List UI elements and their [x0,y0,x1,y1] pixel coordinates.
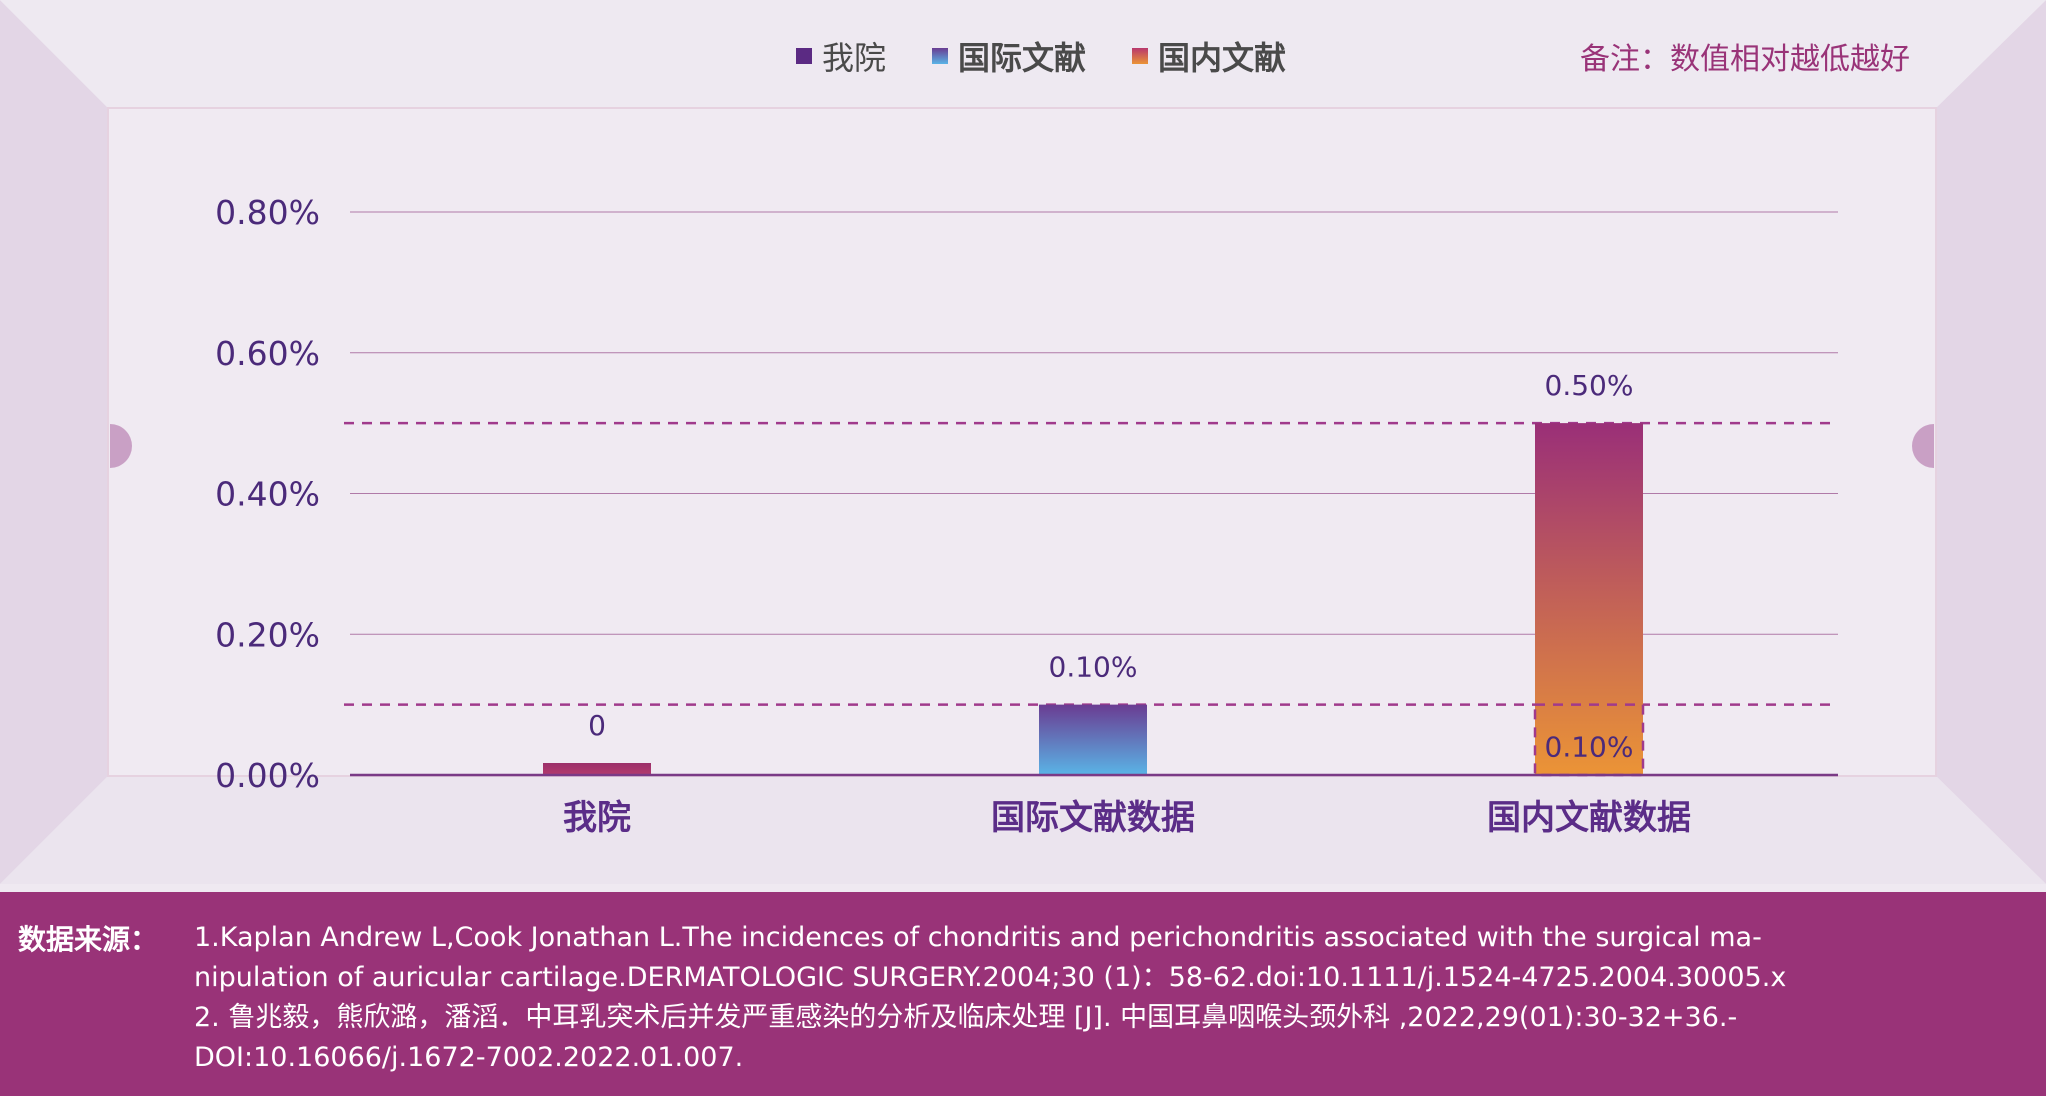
back-wall [107,107,1937,777]
reference-line: DOI:10.16066/j.1672-7002.2022.01.007. [194,1042,744,1073]
legend-swatch-domestic [1132,48,1149,64]
reference-line: nipulation of auricular cartilage.DERMAT… [194,962,1787,993]
bar-2 [1535,423,1643,775]
legend-item-ours: 我院 [796,33,886,79]
x-axis: 我院 国际文献数据 国内文献数据 [563,798,1691,838]
reference-box [1533,703,1645,777]
x-tick-label: 国内文献数据 [1487,798,1691,838]
ceiling [0,0,2046,108]
y-tick-label: 0.80% [215,193,320,232]
right-wall [1936,0,2046,884]
bars [543,423,1645,777]
reference-box-label: 0.10% [1545,731,1634,764]
bar-value-label: 0.50% [1545,369,1634,402]
legend-swatch-international [932,48,949,64]
legend-swatch-ours [796,48,812,64]
bar-value-label: 0.10% [1049,651,1138,684]
legend-label-domestic: 国内文献 [1158,39,1287,77]
note-text: 备注：数值相对越低越好 [1580,42,1910,77]
value-labels: 0 0.10% 0.50% 0.10% [588,369,1633,764]
right-knob [1912,424,1934,468]
legend-label-international: 国际文献 [958,39,1087,77]
legend-item-domestic: 国内文献 [1132,33,1286,79]
reference-line: 2. 鲁兆毅，熊欣潞，潘滔．中耳乳突术后并发严重感染的分析及临床处理 [J]. … [194,1002,1738,1033]
bar-value-label: 0 [588,709,606,742]
y-axis: 0.00% 0.20% 0.40% 0.60% 0.80% [215,193,320,795]
legend-label-ours: 我院 [822,39,887,77]
legend: 我院 国际文献 国内文献 [796,33,1286,79]
y-tick-label: 0.40% [215,475,320,514]
sources-label: 数据来源： [18,923,159,956]
y-tick-label: 0.20% [215,615,320,654]
footer-sources: 数据来源： 1.Kaplan Andrew L,Cook Jonathan L.… [0,892,2046,1096]
y-tick-label: 0.00% [215,756,320,795]
reference-line: 1.Kaplan Andrew L,Cook Jonathan L.The in… [194,922,1762,953]
references: 1.Kaplan Andrew L,Cook Jonathan L.The in… [194,918,2024,1078]
floor [0,776,2046,884]
bar-1 [1039,704,1147,775]
x-tick-label: 国际文献数据 [991,798,1195,838]
left-wall [0,0,108,884]
bar-0 [543,763,651,775]
y-tick-label: 0.60% [215,334,320,373]
legend-item-international: 国际文献 [932,33,1086,79]
x-tick-label: 我院 [563,798,631,838]
left-knob [110,424,132,468]
